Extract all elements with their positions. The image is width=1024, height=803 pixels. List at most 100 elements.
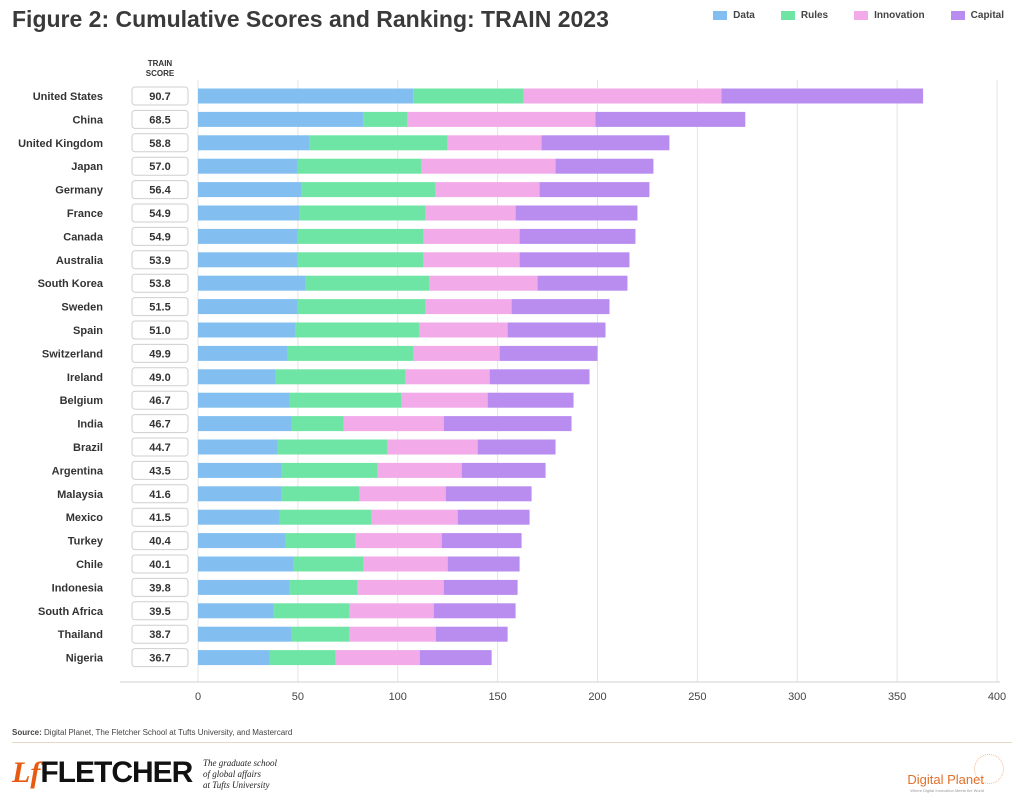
bar-segment-rules <box>279 509 372 525</box>
bar-segment-capital <box>541 135 670 151</box>
bar-segment-innovation <box>425 205 516 221</box>
fletcher-wordmark: FLETCHER <box>40 756 193 789</box>
score-box <box>131 460 189 480</box>
category-label: India <box>77 419 104 431</box>
x-tick-label: 200 <box>588 691 606 703</box>
bar-segment-capital <box>555 158 654 174</box>
bar-segment-rules <box>291 416 344 432</box>
bar-segment-data <box>198 275 306 291</box>
score-value: 68.5 <box>149 114 170 126</box>
bar-segment-innovation <box>421 158 556 174</box>
category-label: Belgium <box>60 395 104 407</box>
score-box <box>131 180 189 200</box>
bar-segment-innovation <box>363 556 448 572</box>
category-label: Argentina <box>52 465 104 477</box>
category-label: Chile <box>76 559 103 571</box>
bar-segment-capital <box>499 345 598 361</box>
stacked-bar-chart: 0 50 100 150 200 250 300 350 400 United States 90.… <box>18 80 1006 703</box>
legend-label-rules: Rules <box>800 10 829 21</box>
score-value: 41.6 <box>149 489 170 501</box>
bar-segment-capital <box>441 533 522 549</box>
bar-segment-rules <box>305 275 430 291</box>
score-box <box>131 109 189 129</box>
bar-segment-data <box>198 603 274 619</box>
tagline-line1: The graduate school <box>203 758 277 768</box>
bar-segment-data <box>198 509 280 525</box>
x-tick-label: 350 <box>888 691 906 703</box>
bar-segment-data <box>198 228 298 244</box>
bar-segment-data <box>198 252 298 268</box>
score-box <box>131 156 189 176</box>
score-box <box>131 414 189 434</box>
score-box <box>131 343 189 363</box>
score-box <box>131 250 189 270</box>
category-label: United Kingdom <box>18 138 103 150</box>
bar-segment-data <box>198 299 298 315</box>
bar-segment-innovation <box>429 275 538 291</box>
bar-segment-rules <box>281 462 378 478</box>
score-box <box>131 484 189 504</box>
bar-segment-capital <box>419 650 492 666</box>
bar-segment-innovation <box>447 135 542 151</box>
bar-segment-rules <box>287 345 414 361</box>
bar-segment-capital <box>433 603 516 619</box>
chart-title: Figure 2: Cumulative Scores and Ranking:… <box>12 6 609 32</box>
x-tick-label: 50 <box>292 691 304 703</box>
bar-segment-innovation <box>413 345 500 361</box>
bar-segment-rules <box>301 182 436 198</box>
category-label: South Korea <box>38 278 104 290</box>
score-box <box>131 320 189 340</box>
score-value: 40.4 <box>149 536 171 548</box>
bar-segment-rules <box>269 650 336 666</box>
x-tick-label: 300 <box>788 691 806 703</box>
legend-label-data: Data <box>733 10 755 21</box>
bar-segment-data <box>198 462 282 478</box>
bar-segment-rules <box>297 252 424 268</box>
score-value: 49.9 <box>149 348 170 360</box>
bar-segment-data <box>198 556 294 572</box>
score-value: 46.7 <box>149 419 170 431</box>
score-box <box>131 507 189 527</box>
score-box <box>131 601 189 621</box>
score-value: 39.5 <box>149 606 170 618</box>
bar-segment-data <box>198 416 292 432</box>
digital-planet-tagline: Where Digital Innovation Meets the World <box>910 788 984 793</box>
bar-segment-capital <box>511 299 610 315</box>
bar-segment-innovation <box>425 299 512 315</box>
bar-segment-capital <box>539 182 650 198</box>
source-label: Source: <box>12 728 42 737</box>
score-value: 51.5 <box>149 302 170 314</box>
bar-segment-capital <box>447 556 520 572</box>
score-column-header: TRAIN SCORE <box>132 59 188 79</box>
category-label: Spain <box>73 325 103 337</box>
bar-segment-data <box>198 650 270 666</box>
score-value: 49.0 <box>149 372 170 384</box>
score-value: 51.0 <box>149 325 170 337</box>
legend-label-innovation: Innovation <box>874 10 925 21</box>
bar-segment-data <box>198 369 276 385</box>
legend-swatch-innovation <box>854 11 869 20</box>
bar-segment-rules <box>297 299 426 315</box>
score-box <box>131 297 189 317</box>
score-value: 41.5 <box>149 512 170 524</box>
bar-segment-innovation <box>407 111 596 127</box>
bar-segment-rules <box>297 158 422 174</box>
bar-segment-capital <box>721 88 924 104</box>
category-label: Canada <box>63 231 104 243</box>
bar-segment-rules <box>297 228 424 244</box>
bar-segment-data <box>198 205 300 221</box>
bar-segment-capital <box>487 392 574 408</box>
category-label: Malaysia <box>57 489 104 501</box>
bar-segment-capital <box>435 626 508 642</box>
bar-segment-rules <box>275 369 406 385</box>
category-label: Thailand <box>58 629 103 641</box>
source-note: Source: Digital Planet, The Fletcher Sch… <box>12 728 292 737</box>
score-value: 54.9 <box>149 208 170 220</box>
score-value: 58.8 <box>149 138 170 150</box>
bar-segment-innovation <box>435 182 540 198</box>
x-tick-label: 100 <box>389 691 407 703</box>
bar-segment-innovation <box>359 486 446 502</box>
bar-segment-data <box>198 626 292 642</box>
score-value: 54.9 <box>149 231 170 243</box>
bar-segment-innovation <box>401 392 488 408</box>
